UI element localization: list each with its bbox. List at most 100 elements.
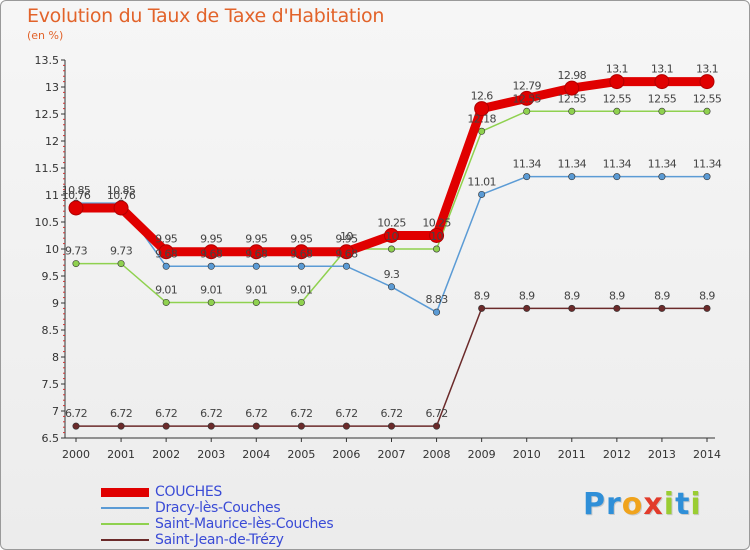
logo-letter: i (690, 487, 702, 522)
data-point (703, 173, 711, 181)
y-tick-label: 9 (52, 297, 59, 310)
data-label: 9.73 (65, 245, 88, 258)
data-label: 12.55 (558, 92, 587, 105)
data-label: 11.34 (558, 158, 587, 171)
data-point (68, 200, 84, 216)
data-point (342, 262, 350, 270)
data-point (699, 74, 715, 90)
data-point (519, 90, 535, 106)
y-tick-label: 13 (45, 81, 59, 94)
x-tick-label: 2006 (332, 448, 360, 461)
data-label: 10.85 (107, 184, 136, 197)
data-label: 9.68 (245, 247, 268, 260)
data-point (162, 298, 170, 306)
data-point (248, 244, 264, 260)
data-point (523, 173, 531, 181)
data-label: 8.9 (564, 289, 580, 302)
x-tick-label: 2002 (152, 448, 180, 461)
data-label: 9.01 (290, 283, 312, 296)
logo-letter: t (675, 487, 691, 522)
data-label: 8.9 (699, 289, 715, 302)
data-point (384, 228, 399, 243)
data-label: 12.55 (603, 92, 632, 105)
data-point (478, 127, 486, 135)
data-point (478, 190, 486, 198)
y-tick-label: 12.5 (35, 108, 60, 121)
unit-label: (en %) (27, 29, 64, 42)
legend-item: COUCHES (101, 484, 333, 500)
data-label: 11.01 (467, 175, 496, 188)
data-point (523, 107, 531, 115)
y-tick-label: 11 (45, 189, 59, 202)
data-point (252, 262, 260, 270)
x-tick-label: 2009 (468, 448, 496, 461)
legend-label: Saint-Jean-de-Trézy (155, 532, 284, 548)
data-point (342, 422, 350, 430)
data-point (523, 304, 531, 312)
data-point (654, 74, 670, 90)
data-point (203, 244, 219, 260)
x-tick-label: 2012 (603, 448, 631, 461)
data-point (478, 304, 486, 312)
data-point (568, 304, 576, 312)
data-point (252, 422, 260, 430)
data-label: 6.72 (200, 407, 222, 420)
data-label: 6.72 (290, 407, 312, 420)
data-label: 11.34 (648, 158, 677, 171)
data-point (162, 262, 170, 270)
x-tick-label: 2001 (107, 448, 135, 461)
data-point (568, 107, 576, 115)
data-point (338, 244, 354, 260)
data-label: 6.72 (65, 407, 87, 420)
data-label: 12.55 (648, 92, 677, 105)
y-tick-label: 11.5 (35, 162, 60, 175)
data-point (207, 298, 215, 306)
data-point (568, 173, 576, 181)
x-tick-label: 2004 (242, 448, 270, 461)
data-point (429, 228, 445, 243)
data-label: 10.25 (377, 217, 406, 230)
data-label: 12.79 (512, 79, 541, 92)
y-tick-label: 8 (52, 351, 59, 364)
data-point (658, 304, 666, 312)
x-tick-label: 2003 (197, 448, 225, 461)
data-point (158, 244, 174, 260)
data-label: 9.01 (245, 283, 267, 296)
data-label: 9.95 (245, 233, 268, 246)
data-label: 8.9 (474, 289, 490, 302)
data-label: 12.55 (512, 92, 541, 105)
data-point (609, 74, 625, 90)
data-label: 13.1 (696, 63, 718, 76)
logo-letter: r (606, 487, 622, 522)
data-point (297, 262, 305, 270)
data-point (207, 262, 215, 270)
y-tick-label: 7.5 (42, 378, 60, 391)
data-label: 10.76 (107, 189, 136, 202)
data-label: 11.34 (512, 158, 541, 171)
data-point (297, 422, 305, 430)
data-point (387, 283, 395, 291)
data-label: 9.01 (155, 283, 177, 296)
legend-label: Saint-Maurice-lès-Couches (155, 516, 334, 532)
data-label: 8.83 (426, 293, 449, 306)
y-tick-label: 6.5 (42, 432, 60, 445)
data-label: 6.72 (110, 407, 132, 420)
data-point (113, 200, 129, 216)
data-label: 6.72 (245, 407, 267, 420)
legend-label: Dracy-lès-Couches (155, 500, 281, 516)
data-label: 6.72 (426, 407, 448, 420)
data-label: 9.68 (155, 247, 178, 260)
data-point (293, 244, 309, 260)
data-point (703, 107, 711, 115)
x-tick-label: 2008 (423, 448, 451, 461)
data-label: 9.95 (290, 233, 313, 246)
data-point (474, 101, 490, 117)
data-label: 12.18 (467, 112, 496, 125)
data-point (72, 422, 80, 430)
y-tick-label: 10.5 (35, 216, 60, 229)
x-tick-label: 2007 (378, 448, 406, 461)
data-label: 9.68 (335, 247, 358, 260)
data-label: 9.3 (384, 268, 400, 281)
data-point (72, 260, 80, 268)
